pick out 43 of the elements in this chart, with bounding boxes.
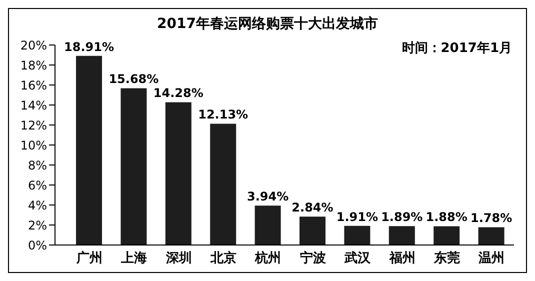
bar: [478, 227, 504, 245]
bar: [300, 216, 326, 245]
x-tick-label: 温州: [478, 251, 505, 266]
bar: [344, 226, 370, 245]
bar: [165, 102, 192, 245]
x-tick-label: 杭州: [254, 250, 282, 266]
data-label: 12.13%: [198, 108, 248, 122]
y-tick-label: 6%: [28, 178, 47, 192]
data-label: 2.84%: [292, 200, 334, 215]
bar: [76, 56, 102, 245]
y-tick-label: 18%: [20, 58, 47, 72]
bar: [254, 206, 281, 245]
x-tick-label: 广州: [75, 250, 102, 266]
data-label: 15.68%: [108, 72, 159, 86]
data-label: 18.91%: [64, 40, 114, 54]
y-tick-label: 16%: [20, 78, 47, 92]
y-tick-label: 20%: [20, 38, 47, 52]
bar: [120, 88, 147, 245]
bar: [434, 226, 460, 245]
data-label: 3.94%: [246, 190, 289, 204]
data-label: 1.91%: [336, 210, 378, 224]
chart-title: 2017年春运网络购票十大出发城市: [156, 15, 379, 33]
annotation: 时间：2017年1月: [402, 40, 512, 57]
data-label: 1.89%: [381, 210, 423, 224]
x-tick-label: 宁波: [300, 250, 327, 266]
data-label: 1.78%: [470, 211, 512, 226]
y-tick-label: 10%: [20, 138, 47, 152]
data-label: 14.28%: [153, 86, 204, 100]
y-tick-label: 14%: [20, 98, 47, 112]
bar: [388, 226, 415, 245]
y-tick-label: 4%: [28, 198, 47, 212]
x-tick-label: 北京: [209, 250, 236, 266]
bar: [210, 124, 236, 245]
x-tick-label: 武汉: [344, 251, 372, 266]
y-tick-label: 0%: [28, 238, 47, 252]
x-tick-label: 福州: [388, 250, 416, 266]
x-tick-label: 东莞: [432, 250, 460, 266]
y-tick-label: 2%: [28, 218, 47, 232]
x-tick-label: 深圳: [164, 251, 192, 266]
y-tick-label: 12%: [20, 118, 47, 132]
y-tick-label: 8%: [28, 158, 47, 172]
data-label: 1.88%: [426, 210, 468, 224]
x-tick-label: 上海: [120, 251, 148, 266]
